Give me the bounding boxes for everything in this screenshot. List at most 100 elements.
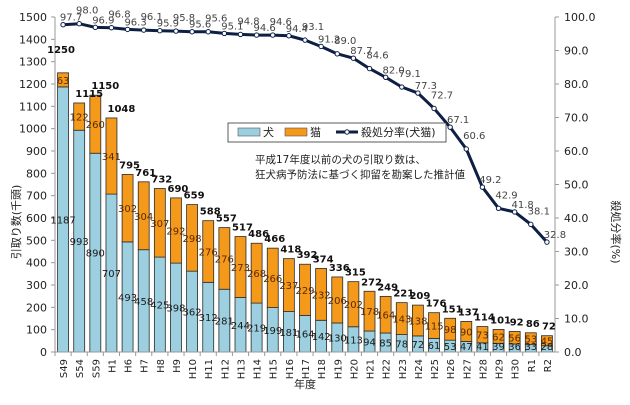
label-dog: 85 bbox=[379, 339, 392, 350]
right-axis: 0.0 10.0 20.0 30.0 40.0 50.0 60.0 70.0 80.0 90.0 1… bbox=[554, 11, 596, 359]
rate-point bbox=[60, 22, 66, 28]
x-tick-label: H1 bbox=[107, 359, 118, 373]
bar-cat bbox=[266, 247, 279, 308]
label-dog: 33 bbox=[524, 342, 537, 353]
label-cat: 164 bbox=[376, 311, 395, 322]
label-dog: 890 bbox=[86, 249, 105, 260]
label-dog: 47 bbox=[460, 342, 473, 353]
label-total: 466 bbox=[264, 234, 285, 245]
label-total: 249 bbox=[377, 282, 398, 293]
label-rate: 38.1 bbox=[528, 206, 550, 217]
bar-cat bbox=[460, 321, 473, 342]
right-tick-label: 100.0 bbox=[564, 11, 596, 24]
x-tick-label: H29 bbox=[495, 359, 506, 379]
label-cat: 292 bbox=[166, 227, 185, 238]
label-dog: 94 bbox=[363, 338, 376, 349]
label-dog: 493 bbox=[118, 293, 137, 304]
label-total: 151 bbox=[442, 304, 463, 315]
left-tick-label: 100 bbox=[26, 324, 47, 337]
right-tick-label: 80.0 bbox=[564, 78, 589, 91]
bar-cat bbox=[137, 181, 150, 251]
bar-cat bbox=[395, 302, 408, 335]
rate-point bbox=[108, 25, 115, 31]
x-tick-label: S49 bbox=[59, 359, 70, 378]
right-tick-label: 90.0 bbox=[564, 45, 589, 58]
label-cat: 138 bbox=[408, 317, 427, 328]
label-cat: 268 bbox=[247, 269, 266, 280]
label-dog: 61 bbox=[428, 341, 441, 352]
rate-point bbox=[511, 209, 518, 215]
label-total: 374 bbox=[313, 254, 334, 265]
left-tick-label: 0 bbox=[40, 346, 47, 359]
rate-point bbox=[173, 28, 179, 34]
label-total: 557 bbox=[216, 214, 237, 225]
label-rate: 94.6 bbox=[253, 23, 275, 34]
bar-cat bbox=[299, 263, 311, 316]
rate-point bbox=[124, 26, 131, 33]
legend-label-rate: 殺処分率(犬猫) bbox=[361, 125, 436, 139]
label-rate: 96.3 bbox=[124, 17, 146, 28]
label-rate: 32.8 bbox=[544, 230, 566, 241]
bar-cat bbox=[105, 117, 118, 195]
label-cat: 178 bbox=[360, 307, 379, 318]
bar-cat bbox=[541, 335, 553, 347]
right-tick-label: 70.0 bbox=[564, 112, 589, 125]
x-tick-label: H24 bbox=[414, 359, 425, 379]
label-dog: 707 bbox=[102, 269, 121, 280]
bar-cat bbox=[331, 276, 344, 324]
label-cat: 73 bbox=[476, 331, 489, 342]
rate-point bbox=[528, 221, 534, 228]
label-dog: 36 bbox=[508, 342, 521, 353]
legend-label-dog: 犬 bbox=[263, 125, 274, 139]
legend: 犬 猫 殺処分率(犬猫) bbox=[227, 122, 447, 143]
rate-point bbox=[334, 51, 340, 57]
label-cat: 56 bbox=[508, 334, 521, 345]
y-axis-title: 引取り数(千頭) bbox=[9, 185, 23, 260]
label-dog: 312 bbox=[199, 313, 218, 324]
x-tick-label: H16 bbox=[285, 359, 296, 379]
x-tick-label: H10 bbox=[188, 359, 199, 379]
label-total: 418 bbox=[280, 245, 301, 256]
left-tick-label: 400 bbox=[26, 257, 47, 270]
label-total: 315 bbox=[345, 268, 366, 279]
label-cat: 143 bbox=[392, 315, 411, 326]
label-rate: 96.8 bbox=[108, 10, 130, 21]
label-dog: 181 bbox=[279, 328, 298, 339]
rate-point bbox=[76, 21, 82, 27]
x-tick-label: H22 bbox=[382, 359, 393, 379]
left-tick-label: 1400 bbox=[19, 33, 47, 46]
label-dog: 113 bbox=[344, 335, 363, 346]
x-tick-label: S54 bbox=[75, 359, 86, 378]
label-cat: 45 bbox=[541, 337, 554, 348]
label-total: 72 bbox=[542, 322, 556, 333]
bar-cat bbox=[412, 304, 424, 337]
label-rate: 49.2 bbox=[479, 175, 501, 186]
label-rate: 98.0 bbox=[76, 6, 98, 17]
bar-cat bbox=[89, 94, 102, 154]
x-tick-label: H26 bbox=[446, 359, 457, 379]
label-rate: 84.6 bbox=[366, 51, 388, 62]
label-total: 1115 bbox=[75, 89, 103, 100]
rate-point bbox=[544, 239, 550, 245]
label-dog: 28 bbox=[541, 342, 554, 353]
label-rate: 96.1 bbox=[141, 12, 163, 23]
bar-cat bbox=[121, 174, 134, 243]
right-tick-label: 10.0 bbox=[564, 313, 589, 326]
rate-point bbox=[399, 84, 405, 90]
rate-point bbox=[157, 28, 163, 34]
label-cat: 122 bbox=[70, 113, 89, 124]
label-cat: 307 bbox=[150, 219, 169, 230]
bar-cat bbox=[234, 236, 247, 298]
left-tick-label: 1000 bbox=[19, 123, 47, 136]
right-tick-label: 0.0 bbox=[564, 346, 582, 359]
x-tick-label: H12 bbox=[220, 359, 231, 379]
label-total: 690 bbox=[168, 184, 189, 195]
bar-cat bbox=[315, 268, 328, 321]
label-total: 137 bbox=[458, 307, 479, 318]
label-total: 114 bbox=[474, 313, 495, 324]
label-total: 176 bbox=[426, 299, 447, 310]
x-tick-label: H13 bbox=[236, 359, 247, 379]
annotation-line-2: 狂犬病予防法に基づく抑留を勘案した推計値 bbox=[255, 168, 465, 181]
label-total: 486 bbox=[248, 229, 269, 240]
x-axis: S49 S54 S59 H1 H6 H7 H8 H9 H10 H11 H12 H13 H14 H15 H16… bbox=[54, 351, 555, 379]
